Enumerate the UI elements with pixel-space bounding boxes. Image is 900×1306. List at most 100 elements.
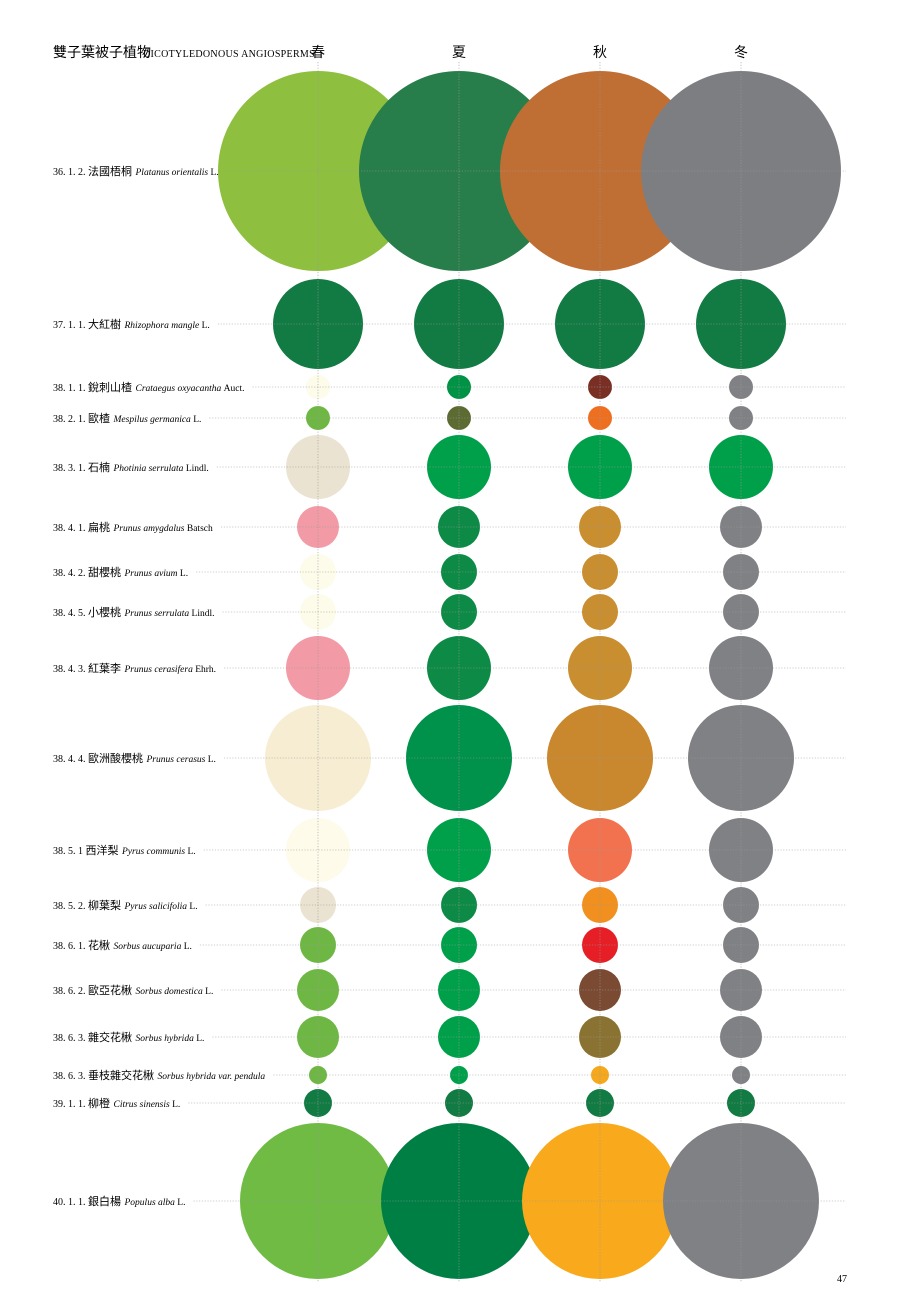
species-label: 38. 1. 1. 銳刺山楂 Crataegus oxyacantha Auct…	[53, 380, 244, 394]
species-label: 38. 6. 3. 垂枝雜交花楸 Sorbus hybrida var. pen…	[53, 1068, 265, 1082]
season-color-circle	[641, 71, 841, 271]
species-label: 39. 1. 1. 柳橙 Citrus sinensis L.	[53, 1096, 180, 1110]
species-name-zh: 柳葉梨	[88, 898, 125, 912]
species-code: 38. 2. 1.	[53, 414, 88, 425]
season-header: 冬	[734, 45, 748, 61]
species-author: L.	[177, 1198, 185, 1208]
species-code: 38. 4. 5.	[53, 608, 88, 619]
season-color-circle	[406, 705, 512, 811]
species-scientific-name: Rhizophora mangle	[124, 321, 202, 331]
species-scientific-name: Populus alba	[124, 1198, 178, 1208]
species-scientific-name: Pyrus salicifolia	[124, 901, 190, 912]
species-code: 38. 6. 2.	[53, 986, 88, 997]
species-code: 37. 1. 1.	[53, 320, 88, 331]
species-label: 38. 4. 5. 小櫻桃 Prunus serrulata Lindl.	[53, 605, 215, 619]
species-name-zh: 甜櫻桃	[88, 565, 125, 579]
species-code: 38. 6. 3.	[53, 1033, 88, 1044]
species-name-zh: 歐亞花楸	[88, 983, 136, 997]
season-color-circle	[696, 279, 786, 369]
species-label: 38. 4. 1. 扁桃 Prunus amygdalus Batsch	[53, 520, 213, 534]
season-color-circle	[427, 435, 491, 499]
species-label: 38. 4. 2. 甜櫻桃 Prunus avium L.	[53, 565, 188, 579]
species-label: 37. 1. 1. 大紅樹 Rhizophora mangle L.	[53, 317, 210, 331]
season-color-circle	[218, 71, 418, 271]
species-code: 38. 4. 1.	[53, 523, 88, 534]
species-label: 38. 6. 3. 雜交花楸 Sorbus hybrida L.	[53, 1030, 204, 1044]
page-number: 47	[837, 1274, 847, 1285]
species-code: 38. 5. 2.	[53, 901, 88, 912]
species-scientific-name: Mespilus germanica	[113, 415, 194, 425]
season-color-circle	[732, 1066, 750, 1084]
species-label: 38. 5. 2. 柳葉梨 Pyrus salicifolia L.	[53, 898, 198, 912]
species-code: 38. 6. 1.	[53, 941, 88, 952]
species-scientific-name: Prunus cerasus	[146, 755, 208, 765]
species-author: L.	[205, 987, 213, 997]
chart-title-en: DICOTYLEDONOUS ANGIOSPERMS	[143, 49, 315, 60]
species-label: 38. 5. 1 西洋梨 Pyrus communis L.	[53, 843, 196, 857]
species-author: L.	[187, 847, 195, 857]
season-color-circle	[591, 1066, 609, 1084]
species-label: 38. 3. 1. 石楠 Photinia serrulata Lindl.	[53, 460, 209, 474]
species-scientific-name: Prunus amygdalus	[113, 524, 187, 534]
species-code: 39. 1. 1.	[53, 1099, 88, 1110]
season-color-circle	[688, 705, 794, 811]
species-name-zh: 扁桃	[88, 520, 114, 534]
species-name-zh: 西洋梨	[86, 843, 123, 857]
species-code: 38. 4. 2.	[53, 568, 88, 579]
grid-layer	[188, 62, 846, 1282]
species-scientific-name: Platanus orientalis	[135, 168, 211, 178]
species-code: 38. 5. 1	[53, 846, 86, 857]
species-scientific-name: Sorbus domestica	[136, 987, 206, 997]
species-author: L.	[196, 1034, 204, 1044]
species-scientific-name: Prunus avium	[124, 569, 180, 579]
season-color-circle	[309, 1066, 327, 1084]
season-header: 秋	[593, 45, 607, 61]
species-code: 38. 4. 4.	[53, 754, 88, 765]
species-scientific-name: Photinia serrulata	[113, 464, 186, 474]
species-author: L.	[193, 415, 201, 425]
species-name-zh: 歐楂	[88, 411, 114, 425]
species-author: Lindl.	[192, 609, 215, 619]
species-name-zh: 紅葉李	[88, 661, 125, 675]
species-scientific-name: Pyrus communis	[121, 847, 187, 857]
species-name-zh: 垂枝雜交花楸	[88, 1068, 158, 1082]
species-author: L.	[202, 321, 210, 331]
species-name-zh: 大紅樹	[88, 317, 125, 331]
species-author: L.	[210, 168, 218, 178]
chart-title-zh: 雙子葉被子植物	[53, 45, 151, 61]
season-header: 夏	[452, 45, 466, 61]
season-color-circle	[555, 279, 645, 369]
species-name-zh: 花楸	[88, 938, 114, 952]
species-scientific-name: Sorbus hybrida	[136, 1034, 197, 1044]
season-color-circle	[273, 279, 363, 369]
species-name-zh: 歐洲酸櫻桃	[88, 751, 147, 765]
season-color-circle	[240, 1123, 396, 1279]
species-scientific-name: Citrus sinensis	[114, 1100, 173, 1110]
species-name-zh: 柳橙	[88, 1096, 114, 1110]
species-name-zh: 石楠	[88, 460, 114, 474]
season-color-circle	[663, 1123, 819, 1279]
season-color-circle	[359, 71, 559, 271]
species-label: 38. 2. 1. 歐楂 Mespilus germanica L.	[53, 411, 201, 425]
species-label: 38. 4. 4. 歐洲酸櫻桃 Prunus cerasus L.	[53, 751, 216, 765]
season-color-circle	[568, 435, 632, 499]
species-label: 38. 6. 1. 花楸 Sorbus aucuparia L.	[53, 938, 192, 952]
species-code: 38. 4. 3.	[53, 664, 88, 675]
species-author: L.	[189, 902, 197, 912]
species-label: 36. 1. 2. 法國梧桐 Platanus orientalis L.	[53, 164, 219, 178]
species-name-zh: 銳刺山楂	[88, 380, 136, 394]
species-author: L.	[172, 1100, 180, 1110]
species-code: 36. 1. 2.	[53, 167, 88, 178]
species-author: L.	[180, 569, 188, 579]
species-name-zh: 小櫻桃	[88, 605, 125, 619]
species-author: Ehrh.	[195, 665, 216, 675]
season-color-circle	[381, 1123, 537, 1279]
species-label: 38. 4. 3. 紅葉李 Prunus cerasifera Ehrh.	[53, 661, 216, 675]
species-author: Batsch	[187, 524, 213, 534]
circles-layer	[218, 71, 841, 1279]
species-scientific-name: Prunus serrulata	[124, 609, 192, 619]
species-author: Auct.	[224, 384, 245, 394]
species-name-zh: 法國梧桐	[88, 164, 136, 178]
species-code: 40. 1. 1.	[53, 1197, 88, 1208]
